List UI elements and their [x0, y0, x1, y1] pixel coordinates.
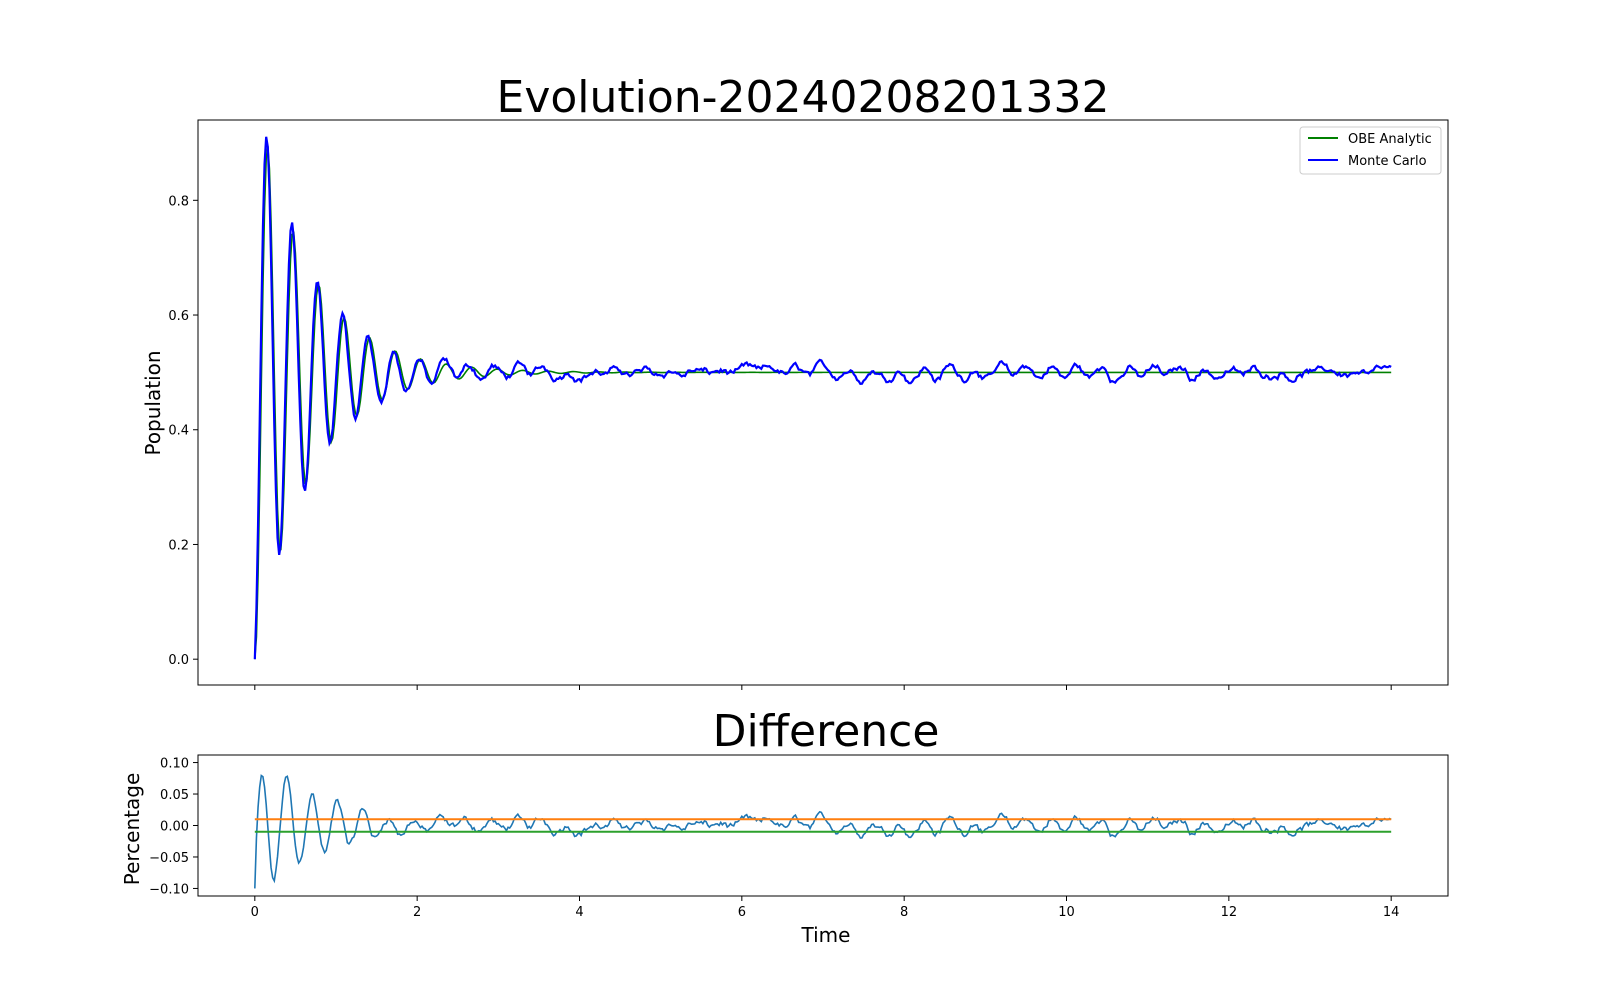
top-title: Evolution-20240208201332: [497, 72, 1110, 123]
bottom-y-tick-label: −0.10: [149, 882, 189, 897]
top-series-group: [253, 136, 1392, 660]
bottom-x-tick-label: 4: [575, 905, 583, 920]
top-y-tick-label: 0.0: [168, 653, 189, 668]
bottom-panel: Difference −0.10 −0.05 0.00 0.05 0.10 0 2 4 6 8 1…: [120, 706, 1449, 947]
bottom-x-tick-label: 12: [1221, 905, 1238, 920]
bottom-y-tick-label: 0.00: [160, 820, 189, 835]
series-line-monte-carlo: [253, 136, 1392, 660]
bottom-x-tick-label: 6: [738, 905, 746, 920]
bottom-title: Difference: [713, 706, 940, 757]
top-y-tick-label: 0.4: [168, 424, 189, 439]
top-panel: Evolution-20240208201332 0.0 0.2 0.4 0.6 0.8…: [141, 72, 1449, 690]
top-plot-frame: [197, 119, 1449, 686]
bottom-y-tick-label: −0.05: [149, 851, 189, 866]
legend-label-obe-analytic: OBE Analytic: [1348, 132, 1432, 147]
top-y-tick-label: 0.2: [168, 538, 189, 553]
bottom-x-tick-label: 0: [251, 905, 259, 920]
top-x-ticks: [254, 685, 1392, 690]
bottom-x-tick-label: 8: [900, 905, 908, 920]
bottom-y-tick-label: 0.05: [160, 788, 189, 803]
top-y-ticks: 0.0 0.2 0.4 0.6 0.8: [168, 194, 198, 668]
bottom-y-tick-label: 0.10: [160, 757, 189, 772]
top-y-tick-label: 0.6: [168, 309, 189, 324]
bottom-series-group: [254, 774, 1392, 889]
top-y-tick-label: 0.8: [168, 194, 189, 209]
bottom-x-tick-label: 2: [413, 905, 421, 920]
bottom-x-axis-label: Time: [801, 923, 851, 947]
legend-label-monte-carlo: Monte Carlo: [1348, 154, 1427, 169]
bottom-y-axis-label: Percentage: [120, 773, 144, 886]
bottom-plot-frame: [197, 754, 1449, 897]
bottom-y-ticks: −0.10 −0.05 0.00 0.05 0.10: [149, 757, 198, 897]
bottom-x-tick-label: 10: [1058, 905, 1075, 920]
series-line-obe-analytic: [254, 146, 1392, 660]
top-y-axis-label: Population: [141, 350, 165, 455]
bottom-x-tick-label: 14: [1383, 905, 1400, 920]
bottom-x-ticks: 0 2 4 6 8 10 12 14: [251, 896, 1400, 920]
legend: OBE Analytic Monte Carlo: [1299, 126, 1442, 175]
